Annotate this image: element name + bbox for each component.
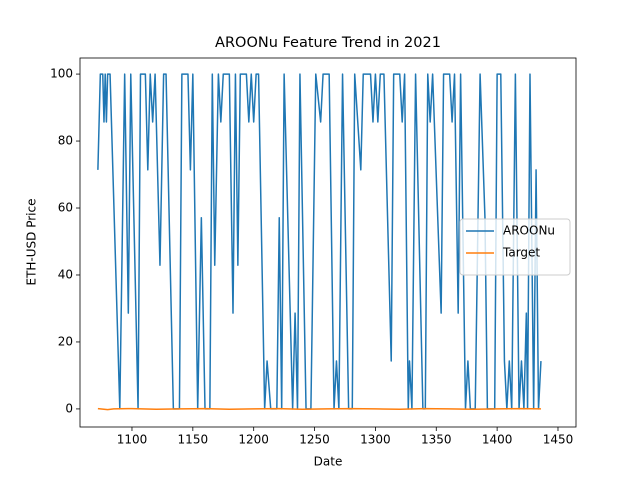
y-tick-label: 20 (58, 334, 73, 348)
x-tick-label: 1250 (299, 433, 330, 447)
x-tick-label: 1400 (482, 433, 513, 447)
series-line (97, 73, 542, 410)
y-tick-label: 80 (58, 134, 73, 148)
series-line (97, 407, 541, 411)
y-axis-label: ETH-USD Price (25, 199, 39, 286)
x-axis-label: Date (314, 455, 343, 469)
x-tick-label: 1100 (117, 433, 148, 447)
y-tick-label: 0 (65, 401, 73, 415)
x-tick-label: 1350 (421, 433, 452, 447)
y-tick-label: 40 (58, 267, 73, 281)
legend-label: AROONu (503, 224, 555, 238)
plot-area (79, 57, 577, 428)
legend-box (459, 218, 571, 276)
chart-title: AROONu Feature Trend in 2021 (215, 35, 441, 51)
x-tick-label: 1150 (178, 433, 209, 447)
x-tick-label: 1450 (543, 433, 574, 447)
legend-label: Target (502, 246, 540, 260)
y-tick-label: 100 (50, 67, 73, 81)
y-tick-label: 60 (58, 201, 73, 215)
x-tick-label: 1300 (360, 433, 391, 447)
x-tick-label: 1200 (238, 433, 269, 447)
